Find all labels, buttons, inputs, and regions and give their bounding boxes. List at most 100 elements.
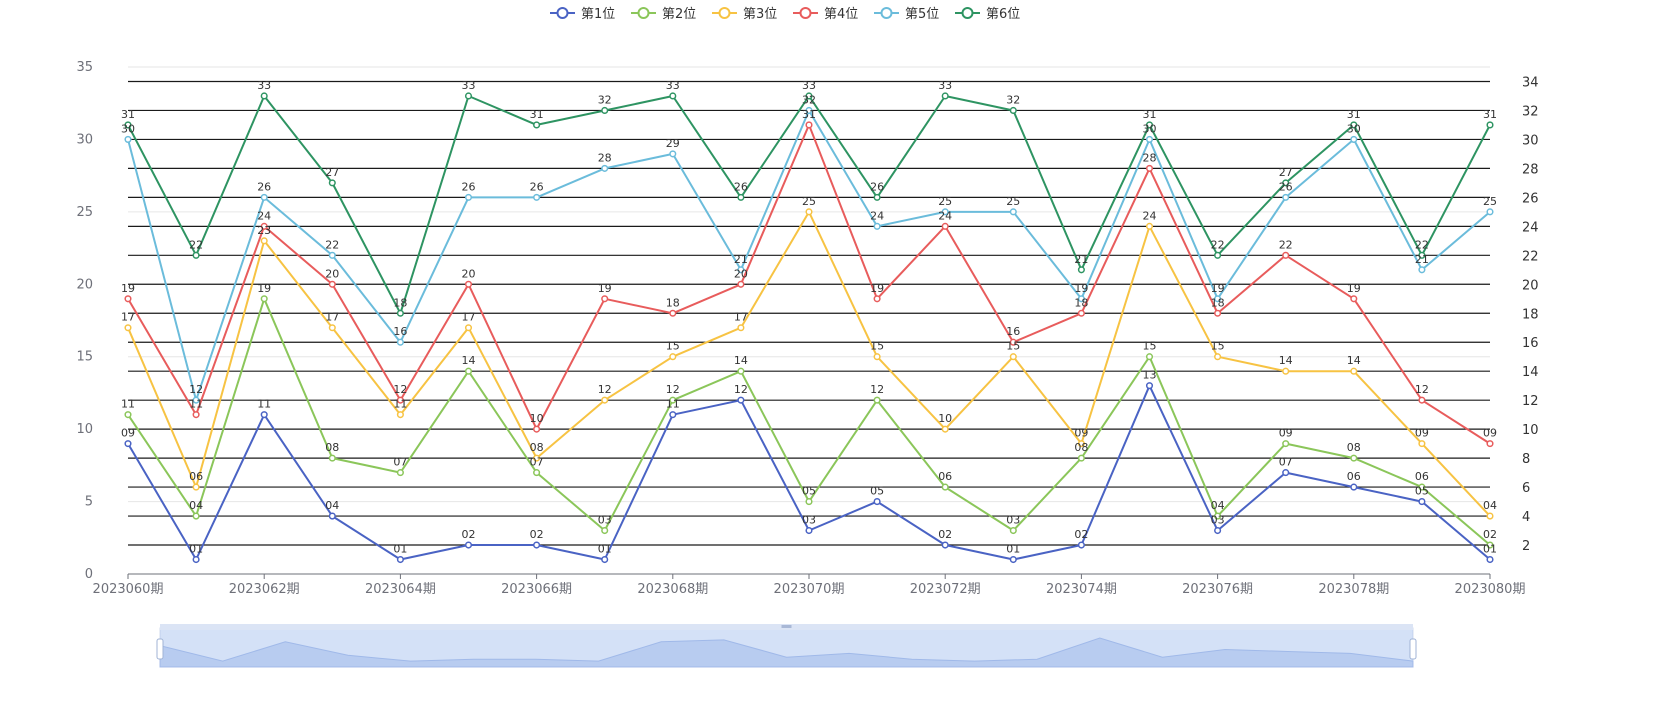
data-point[interactable] xyxy=(124,440,132,448)
data-point[interactable] xyxy=(1145,382,1154,390)
data-point[interactable] xyxy=(1009,106,1017,115)
data-point[interactable] xyxy=(737,324,745,332)
data-point[interactable] xyxy=(1077,309,1085,317)
data-point[interactable] xyxy=(805,121,813,129)
data-point[interactable] xyxy=(464,92,473,100)
legend-item-4[interactable]: 第4位 xyxy=(793,7,858,22)
data-point[interactable] xyxy=(396,338,404,346)
data-point[interactable] xyxy=(1214,251,1222,259)
legend-item-3[interactable]: 第3位 xyxy=(712,7,777,22)
data-point[interactable] xyxy=(805,526,813,535)
data-point[interactable] xyxy=(260,411,268,419)
legend-item-1[interactable]: 第1位 xyxy=(550,7,615,22)
data-point[interactable] xyxy=(1009,555,1017,564)
data-point[interactable] xyxy=(1077,541,1085,549)
data-zoom-handle-left[interactable] xyxy=(156,638,164,660)
data-point[interactable] xyxy=(941,222,949,230)
data-point[interactable] xyxy=(1350,367,1358,375)
data-point[interactable] xyxy=(396,309,404,317)
data-point[interactable] xyxy=(941,483,949,491)
data-point[interactable] xyxy=(1486,208,1494,216)
data-point[interactable] xyxy=(1418,440,1426,448)
legend-item-6[interactable]: 第6位 xyxy=(955,7,1020,22)
data-point[interactable] xyxy=(533,193,541,201)
data-point[interactable] xyxy=(396,555,404,564)
data-point[interactable] xyxy=(1350,121,1358,129)
data-point[interactable] xyxy=(1486,512,1494,520)
data-point[interactable] xyxy=(1350,295,1358,303)
data-point[interactable] xyxy=(1282,193,1290,201)
data-point[interactable] xyxy=(669,411,677,419)
data-point[interactable] xyxy=(669,309,677,317)
data-point[interactable] xyxy=(192,555,200,564)
data-point[interactable] xyxy=(1486,541,1494,549)
data-point[interactable] xyxy=(1282,440,1290,448)
data-point[interactable] xyxy=(601,164,609,172)
data-point[interactable] xyxy=(601,396,609,404)
data-point[interactable] xyxy=(1077,454,1085,462)
data-zoom-selection[interactable] xyxy=(160,628,1413,667)
data-point[interactable] xyxy=(464,367,473,375)
data-point[interactable] xyxy=(1077,440,1085,448)
data-point[interactable] xyxy=(1145,121,1154,129)
data-point[interactable] xyxy=(328,179,336,187)
data-point[interactable] xyxy=(533,469,541,477)
data-point[interactable] xyxy=(1145,164,1154,172)
data-point[interactable] xyxy=(873,295,881,303)
data-point[interactable] xyxy=(533,425,541,433)
data-point[interactable] xyxy=(601,555,609,564)
data-point[interactable] xyxy=(464,324,473,332)
data-point[interactable] xyxy=(1009,353,1017,361)
data-point[interactable] xyxy=(1214,309,1222,317)
data-point[interactable] xyxy=(601,526,609,535)
data-point[interactable] xyxy=(737,193,745,201)
data-point[interactable] xyxy=(1486,121,1494,129)
legend-item-2[interactable]: 第2位 xyxy=(631,7,696,22)
data-point[interactable] xyxy=(1145,135,1154,143)
data-point[interactable] xyxy=(192,483,200,491)
data-point[interactable] xyxy=(1486,440,1494,448)
data-point[interactable] xyxy=(1350,483,1358,491)
data-point[interactable] xyxy=(192,251,200,259)
data-point[interactable] xyxy=(1350,454,1358,462)
data-point[interactable] xyxy=(669,150,677,158)
data-point[interactable] xyxy=(260,193,268,201)
data-zoom-handle-right[interactable] xyxy=(1409,638,1417,660)
data-point[interactable] xyxy=(464,280,473,288)
data-point[interactable] xyxy=(1009,208,1017,216)
data-point[interactable] xyxy=(1009,338,1017,346)
legend[interactable]: 第1位 第2位 第3位 第4位 第5位 第6位 xyxy=(550,7,1020,22)
data-point[interactable] xyxy=(805,208,813,216)
data-point[interactable] xyxy=(1282,469,1290,477)
data-point[interactable] xyxy=(328,454,336,462)
data-point[interactable] xyxy=(1350,135,1358,143)
data-point[interactable] xyxy=(533,121,541,129)
data-point[interactable] xyxy=(669,353,677,361)
legend-item-5[interactable]: 第5位 xyxy=(874,7,939,22)
data-point[interactable] xyxy=(1214,353,1222,361)
data-point[interactable] xyxy=(873,498,881,506)
data-zoom-slider[interactable] xyxy=(156,624,1417,668)
data-point[interactable] xyxy=(396,411,404,419)
data-point[interactable] xyxy=(805,498,813,506)
data-point[interactable] xyxy=(328,324,336,332)
data-point[interactable] xyxy=(873,353,881,361)
data-point[interactable] xyxy=(328,280,336,288)
data-point[interactable] xyxy=(941,425,949,433)
data-point[interactable] xyxy=(1282,179,1290,187)
data-point[interactable] xyxy=(533,454,541,462)
data-point[interactable] xyxy=(1418,498,1426,506)
data-point[interactable] xyxy=(873,193,881,201)
data-point[interactable] xyxy=(1009,526,1017,535)
data-point[interactable] xyxy=(1418,483,1426,491)
data-point[interactable] xyxy=(124,295,132,303)
data-point[interactable] xyxy=(1214,526,1222,535)
data-point[interactable] xyxy=(260,92,268,100)
data-point[interactable] xyxy=(464,193,473,201)
data-point[interactable] xyxy=(941,92,949,100)
data-point[interactable] xyxy=(1418,251,1426,259)
data-point[interactable] xyxy=(464,541,473,549)
data-point[interactable] xyxy=(124,135,132,143)
data-point[interactable] xyxy=(328,512,336,520)
data-point[interactable] xyxy=(260,237,268,245)
